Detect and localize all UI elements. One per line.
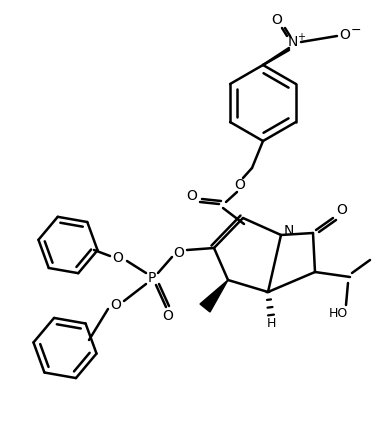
Text: O: O (173, 246, 184, 260)
Text: O: O (163, 309, 173, 323)
Text: O: O (187, 189, 197, 203)
Text: P: P (148, 271, 156, 285)
Text: N: N (288, 35, 298, 49)
Text: +: + (297, 32, 305, 42)
Text: HO: HO (328, 306, 348, 319)
Text: O: O (336, 203, 347, 217)
Text: O: O (235, 178, 246, 192)
Text: O: O (340, 28, 350, 42)
Polygon shape (200, 280, 228, 312)
Text: N: N (284, 224, 294, 238)
Text: H: H (266, 316, 276, 329)
Text: O: O (111, 298, 121, 312)
Text: O: O (113, 251, 123, 265)
Text: O: O (272, 13, 282, 27)
Text: −: − (351, 23, 361, 36)
